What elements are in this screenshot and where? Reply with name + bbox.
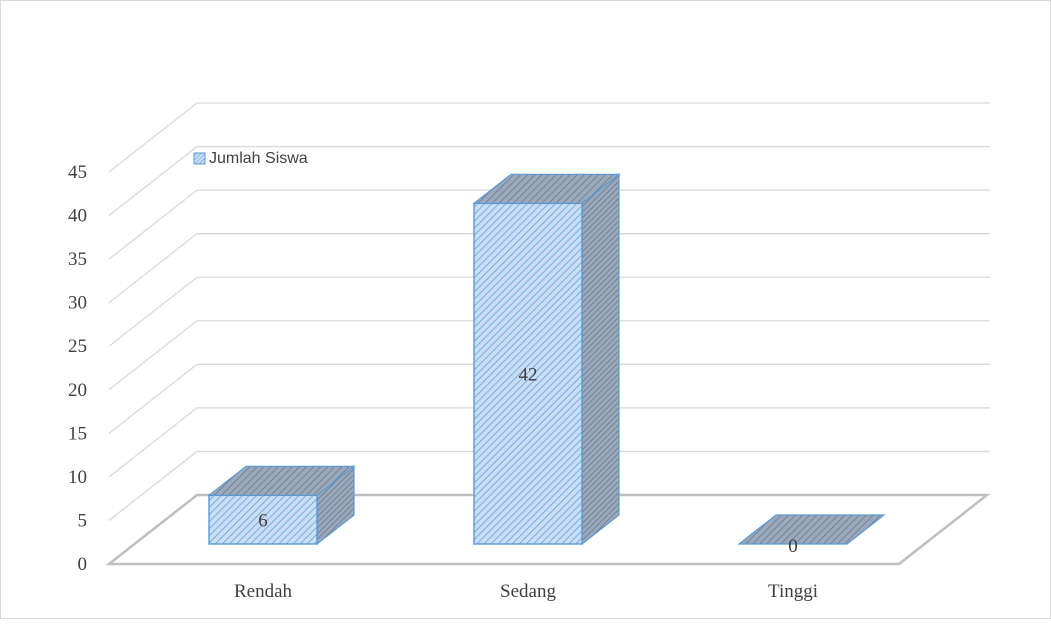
x-tick-label: Sedang xyxy=(500,581,556,602)
bar-front-face xyxy=(208,494,318,545)
floor-outline xyxy=(105,493,991,566)
y-tick-label: 25 xyxy=(68,336,87,357)
gridline xyxy=(108,450,990,521)
data-label: 42 xyxy=(519,365,538,386)
chart-floor xyxy=(105,493,991,566)
legend-swatch xyxy=(193,152,206,165)
y-tick-label: 5 xyxy=(78,510,88,531)
x-tick-label: Tinggi xyxy=(768,581,818,602)
y-tick-label: 40 xyxy=(68,206,87,227)
gridline xyxy=(108,407,990,478)
y-tick-label: 45 xyxy=(68,162,87,183)
legend-label: Jumlah Siswa xyxy=(209,150,308,167)
legend: Jumlah Siswa xyxy=(193,150,308,167)
gridlines xyxy=(108,102,990,521)
gridline xyxy=(108,363,990,434)
y-tick-label: 30 xyxy=(68,293,87,314)
bar-top-face xyxy=(207,465,356,496)
x-tick-label: Rendah xyxy=(234,581,293,602)
bar-top-face xyxy=(737,514,886,545)
bar-rendah: 6 xyxy=(207,465,356,546)
data-label: 0 xyxy=(788,536,798,557)
gridline xyxy=(108,233,990,304)
y-tick-label: 20 xyxy=(68,380,87,401)
gridline xyxy=(108,276,990,347)
bar-top-face xyxy=(472,173,621,204)
bar-side-face xyxy=(581,173,620,546)
y-tick-label: 10 xyxy=(68,467,87,488)
bar-sedang: 42 xyxy=(472,173,621,546)
gridline xyxy=(108,320,990,391)
gridline xyxy=(108,145,990,217)
y-tick-label: 15 xyxy=(68,423,87,444)
y-tick-label: 35 xyxy=(68,249,87,270)
data-label: 6 xyxy=(258,511,268,532)
y-tick-label: 0 xyxy=(78,554,88,575)
bar-tinggi: 0 xyxy=(737,514,886,557)
y-axis-tick-labels: 0 5 10 15 20 25 30 35 40 45 xyxy=(68,162,87,575)
x-axis-tick-labels: Rendah Sedang Tinggi xyxy=(234,581,818,602)
gridline xyxy=(108,189,990,260)
gridline xyxy=(108,102,990,173)
bars: 6 42 0 xyxy=(207,173,886,557)
